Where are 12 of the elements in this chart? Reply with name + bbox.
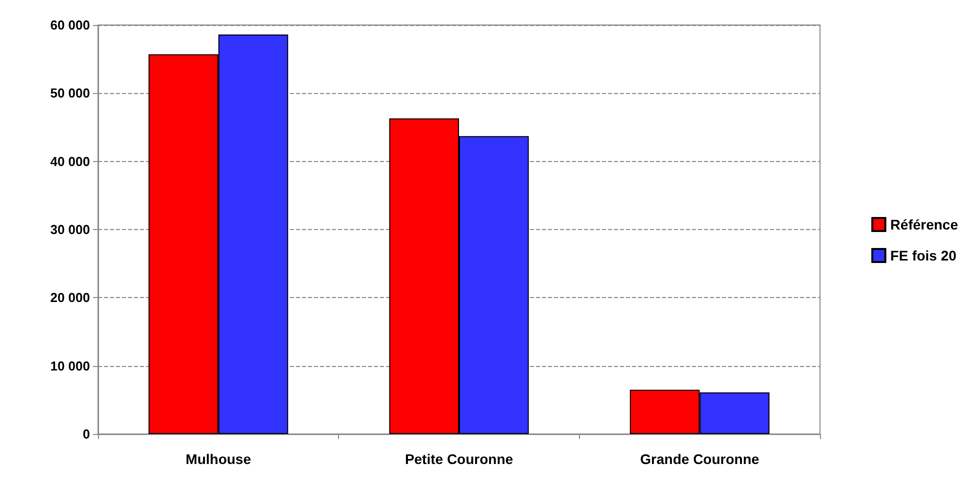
y-tick-label: 20 000 xyxy=(50,290,90,306)
y-tick-label: 60 000 xyxy=(50,18,90,32)
legend-label: Référence xyxy=(890,216,958,232)
y-tick-label: 0 xyxy=(82,426,90,442)
y-tick-label: 40 000 xyxy=(50,154,90,169)
legend-label: FE fois 20 xyxy=(890,248,957,264)
x-tick-label: Mulhouse xyxy=(186,451,252,467)
x-tick-label: Grande Couronne xyxy=(640,451,760,467)
x-tick-label: Petite Couronne xyxy=(404,451,514,467)
y-tick-label: 30 000 xyxy=(50,222,90,237)
y-tick-label: 50 000 xyxy=(50,86,90,101)
y-tick-label: 10 000 xyxy=(50,358,90,374)
